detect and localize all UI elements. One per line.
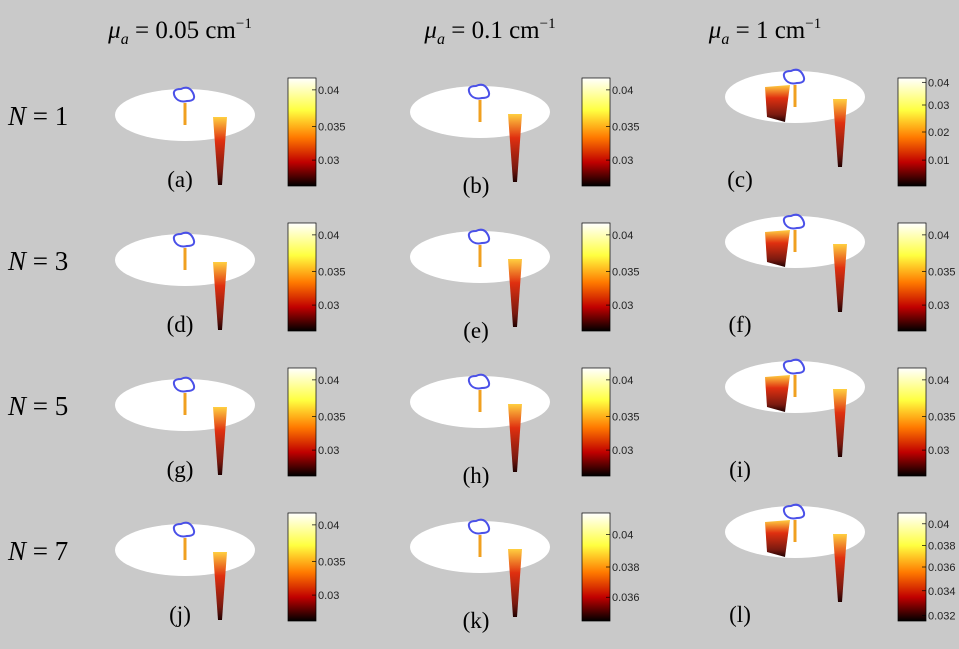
subscript: a <box>121 31 129 48</box>
colorbar-tick-label: 0.036 <box>612 592 640 604</box>
colorbar-tick-label: 0.03 <box>318 590 339 602</box>
panel-label: (b) <box>463 173 490 198</box>
colorbar-tick-label: 0.02 <box>928 127 949 139</box>
superscript: −1 <box>540 16 556 32</box>
colorbar-tick-label: 0.035 <box>612 267 640 279</box>
panel-label: (d) <box>167 312 194 337</box>
colorbar-tick-label: 0.04 <box>612 375 633 387</box>
row-label: N = 5 <box>7 391 68 421</box>
equals: = 5 <box>26 391 68 421</box>
equals: = 0.1 cm <box>445 17 540 44</box>
symbol: μ <box>708 17 722 44</box>
colorbar-tick-label: 0.03 <box>612 300 633 312</box>
colorbar <box>582 223 610 331</box>
panel-label: (g) <box>167 457 194 482</box>
colorbar <box>898 223 926 331</box>
colorbar-tick-label: 0.035 <box>612 412 640 424</box>
superscript: −1 <box>805 16 821 32</box>
panel-label: (k) <box>463 608 490 633</box>
panel-label: (l) <box>729 602 751 627</box>
symbol: μ <box>107 17 121 44</box>
equals: = 3 <box>26 246 68 276</box>
colorbar-tick-label: 0.04 <box>612 85 633 97</box>
colorbar <box>898 78 926 186</box>
colorbar-tick-label: 0.03 <box>928 300 949 312</box>
colorbar-tick-label: 0.04 <box>928 519 949 531</box>
colorbar-tick-label: 0.038 <box>612 562 640 574</box>
colorbar-tick-label: 0.035 <box>318 412 346 424</box>
figure: μa = 0.05 cm−1μa = 0.1 cm−1μa = 1 cm−1N … <box>0 0 959 649</box>
panel-label: (a) <box>167 167 193 192</box>
colorbar-tick-label: 0.04 <box>318 85 339 97</box>
equals: = 1 <box>26 101 68 131</box>
colorbar-tick-label: 0.038 <box>928 540 956 552</box>
variable: N <box>7 391 28 421</box>
colorbar-tick-label: 0.035 <box>318 267 346 279</box>
colorbar-tick-label: 0.03 <box>318 155 339 167</box>
colorbar-tick-label: 0.04 <box>928 375 949 387</box>
colorbar-tick-label: 0.04 <box>318 520 339 532</box>
panel-label: (e) <box>463 318 489 343</box>
colorbar-tick-label: 0.04 <box>928 230 949 242</box>
colorbar <box>582 513 610 621</box>
colorbar <box>288 368 316 476</box>
colorbar-tick-label: 0.035 <box>318 557 346 569</box>
equals: = 0.05 cm <box>129 17 237 44</box>
colorbar-tick-label: 0.032 <box>928 611 956 623</box>
subscript: a <box>437 31 445 48</box>
equals: = 7 <box>26 536 68 566</box>
colorbar <box>582 78 610 186</box>
colorbar-tick-label: 0.03 <box>318 445 339 457</box>
colorbar-tick-label: 0.03 <box>612 155 633 167</box>
panel-label: (c) <box>727 167 753 192</box>
symbol: μ <box>423 17 437 44</box>
equals: = 1 cm <box>729 17 805 44</box>
colorbar-tick-label: 0.04 <box>318 375 339 387</box>
colorbar-tick-label: 0.04 <box>318 230 339 242</box>
row-label: N = 3 <box>7 246 68 276</box>
colorbar-tick-label: 0.03 <box>318 300 339 312</box>
colorbar-tick-label: 0.036 <box>928 562 956 574</box>
colorbar-tick-label: 0.035 <box>318 122 346 134</box>
colorbar <box>898 368 926 476</box>
row-label: N = 7 <box>7 536 68 566</box>
subscript: a <box>721 31 729 48</box>
row-label: N = 1 <box>7 101 68 131</box>
colorbar-tick-label: 0.035 <box>928 267 956 279</box>
variable: N <box>7 101 28 131</box>
colorbar-tick-label: 0.035 <box>928 412 956 424</box>
colorbar-tick-label: 0.03 <box>928 445 949 457</box>
panel-label: (j) <box>169 602 191 627</box>
column-header: μa = 0.05 cm−1 <box>107 16 252 48</box>
colorbar <box>288 513 316 621</box>
colorbar <box>288 223 316 331</box>
colorbar-tick-label: 0.03 <box>928 100 949 112</box>
panel-label: (f) <box>729 312 752 337</box>
colorbar-tick-label: 0.04 <box>928 77 949 89</box>
colorbar-tick-label: 0.034 <box>928 586 956 598</box>
superscript: −1 <box>236 16 252 32</box>
colorbar <box>898 513 926 621</box>
colorbar-tick-label: 0.04 <box>612 530 633 542</box>
colorbar-tick-label: 0.03 <box>612 445 633 457</box>
colorbar <box>582 368 610 476</box>
colorbar-tick-label: 0.035 <box>612 122 640 134</box>
colorbar-tick-label: 0.04 <box>612 230 633 242</box>
colorbar <box>288 78 316 186</box>
variable: N <box>7 246 28 276</box>
panel-label: (h) <box>463 463 490 488</box>
colorbar-tick-label: 0.01 <box>928 155 949 167</box>
panel-label: (i) <box>729 457 751 482</box>
variable: N <box>7 536 28 566</box>
